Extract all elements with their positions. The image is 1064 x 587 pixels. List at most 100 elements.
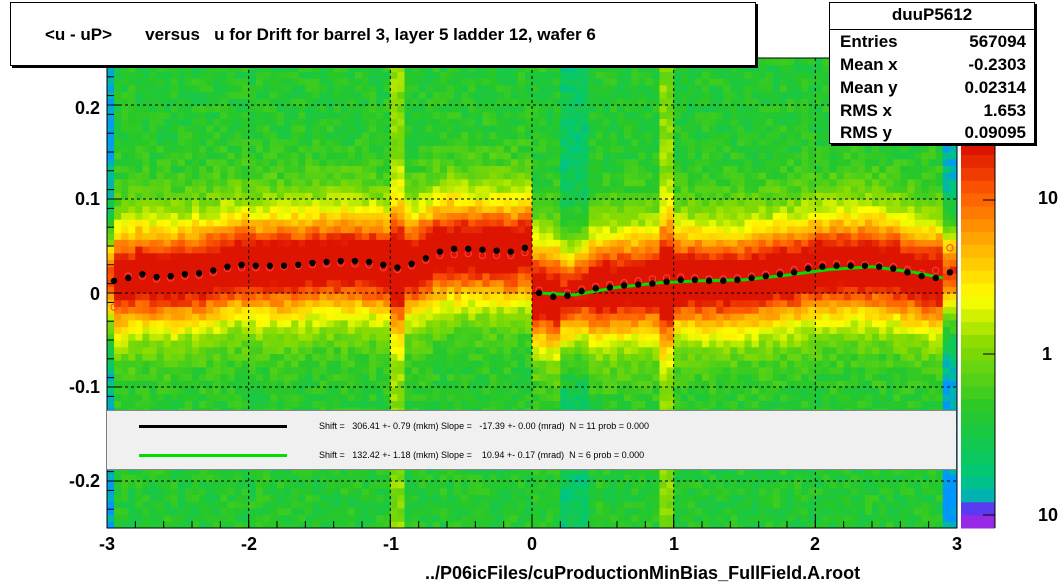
heat-cell xyxy=(524,152,533,160)
heat-cell xyxy=(192,333,200,341)
heat-cell xyxy=(234,266,243,274)
heat-cell xyxy=(312,84,321,93)
heat-cell xyxy=(503,78,512,86)
heat-cell xyxy=(192,326,200,334)
heat-cell xyxy=(532,487,540,495)
heat-cell xyxy=(142,239,151,247)
heat-cell xyxy=(128,192,136,200)
heat-cell xyxy=(404,474,413,482)
heat-cell xyxy=(255,125,264,133)
heat-cell xyxy=(142,501,151,509)
heat-cell xyxy=(114,78,122,86)
heat-cell xyxy=(177,279,186,287)
heat-cell xyxy=(383,360,391,368)
heat-cell xyxy=(390,178,398,187)
heat-cell xyxy=(560,219,568,227)
heat-cell xyxy=(532,152,540,160)
heat-cell xyxy=(411,373,420,381)
heat-cell xyxy=(333,514,342,522)
heat-cell xyxy=(354,393,363,401)
heat-cell xyxy=(206,192,214,200)
heat-cell xyxy=(298,501,306,509)
heat-cell xyxy=(524,319,533,328)
heat-cell xyxy=(149,293,158,301)
heat-cell xyxy=(482,105,491,113)
heat-cell xyxy=(553,172,561,180)
heat-cell xyxy=(553,380,561,388)
heat-cell xyxy=(390,158,398,166)
heat-cell xyxy=(298,219,306,227)
heat-cell xyxy=(383,98,391,106)
heat-cell xyxy=(581,501,590,509)
heat-cell xyxy=(489,360,498,368)
heat-cell xyxy=(135,319,143,328)
heat-cell xyxy=(156,199,165,207)
heat-cell xyxy=(546,225,554,234)
heat-cell xyxy=(234,78,243,86)
heat-cell xyxy=(461,353,469,361)
heat-cell xyxy=(390,205,398,213)
heat-cell xyxy=(532,366,540,375)
heat-cell xyxy=(539,145,547,153)
heat-cell xyxy=(333,400,342,408)
heat-cell xyxy=(121,293,129,301)
heat-cell xyxy=(114,319,122,328)
heat-cell xyxy=(461,158,469,166)
heat-cell xyxy=(439,387,448,395)
heat-cell xyxy=(581,380,590,388)
heat-cell xyxy=(425,293,434,301)
heat-cell xyxy=(560,387,568,395)
heat-cell xyxy=(404,326,413,334)
heat-cell xyxy=(248,481,257,489)
heat-cell xyxy=(319,78,328,86)
heat-cell xyxy=(312,507,321,516)
heat-cell xyxy=(418,474,427,482)
heat-cell xyxy=(277,467,285,475)
heat-cell xyxy=(347,178,356,187)
heat-cell xyxy=(135,387,143,395)
heat-cell xyxy=(213,306,221,314)
heat-cell xyxy=(177,313,186,321)
heat-cell xyxy=(354,138,363,146)
heat-cell xyxy=(425,487,434,495)
heat-cell xyxy=(454,165,462,173)
heat-cell xyxy=(114,205,122,213)
heat-cell xyxy=(184,487,193,495)
heat-cell xyxy=(135,178,143,187)
heat-cell xyxy=(170,266,179,274)
heat-cell xyxy=(163,514,172,522)
heat-cell xyxy=(184,98,193,106)
heat-cell xyxy=(326,521,335,528)
heat-cell xyxy=(609,507,618,516)
heat-cell xyxy=(121,326,129,334)
heat-cell xyxy=(192,84,200,93)
heat-cell xyxy=(227,507,236,516)
heat-cell xyxy=(461,78,469,86)
heat-cell xyxy=(284,279,292,287)
heat-cell xyxy=(312,467,321,475)
heat-cell xyxy=(326,346,335,354)
heat-cell xyxy=(517,192,526,200)
heat-cell xyxy=(496,387,505,395)
heat-cell xyxy=(546,118,554,126)
heat-cell xyxy=(192,199,200,207)
heat-cell xyxy=(560,360,568,368)
heat-cell xyxy=(510,219,519,227)
heat-cell xyxy=(269,205,278,213)
heat-cell xyxy=(347,118,356,126)
heat-cell xyxy=(255,131,264,140)
heat-cell xyxy=(269,514,278,522)
heat-cell xyxy=(135,138,143,146)
heat-cell xyxy=(312,71,321,79)
heat-cell xyxy=(517,353,526,361)
heat-cell xyxy=(461,131,469,140)
heat-cell xyxy=(206,360,214,368)
heat-cell xyxy=(206,225,214,234)
heat-cell xyxy=(418,266,427,274)
heat-cell xyxy=(142,380,151,388)
heat-cell xyxy=(114,259,122,267)
heat-cell xyxy=(298,400,306,408)
heat-cell xyxy=(227,118,236,126)
heat-cell xyxy=(546,111,554,119)
heat-cell xyxy=(418,400,427,408)
